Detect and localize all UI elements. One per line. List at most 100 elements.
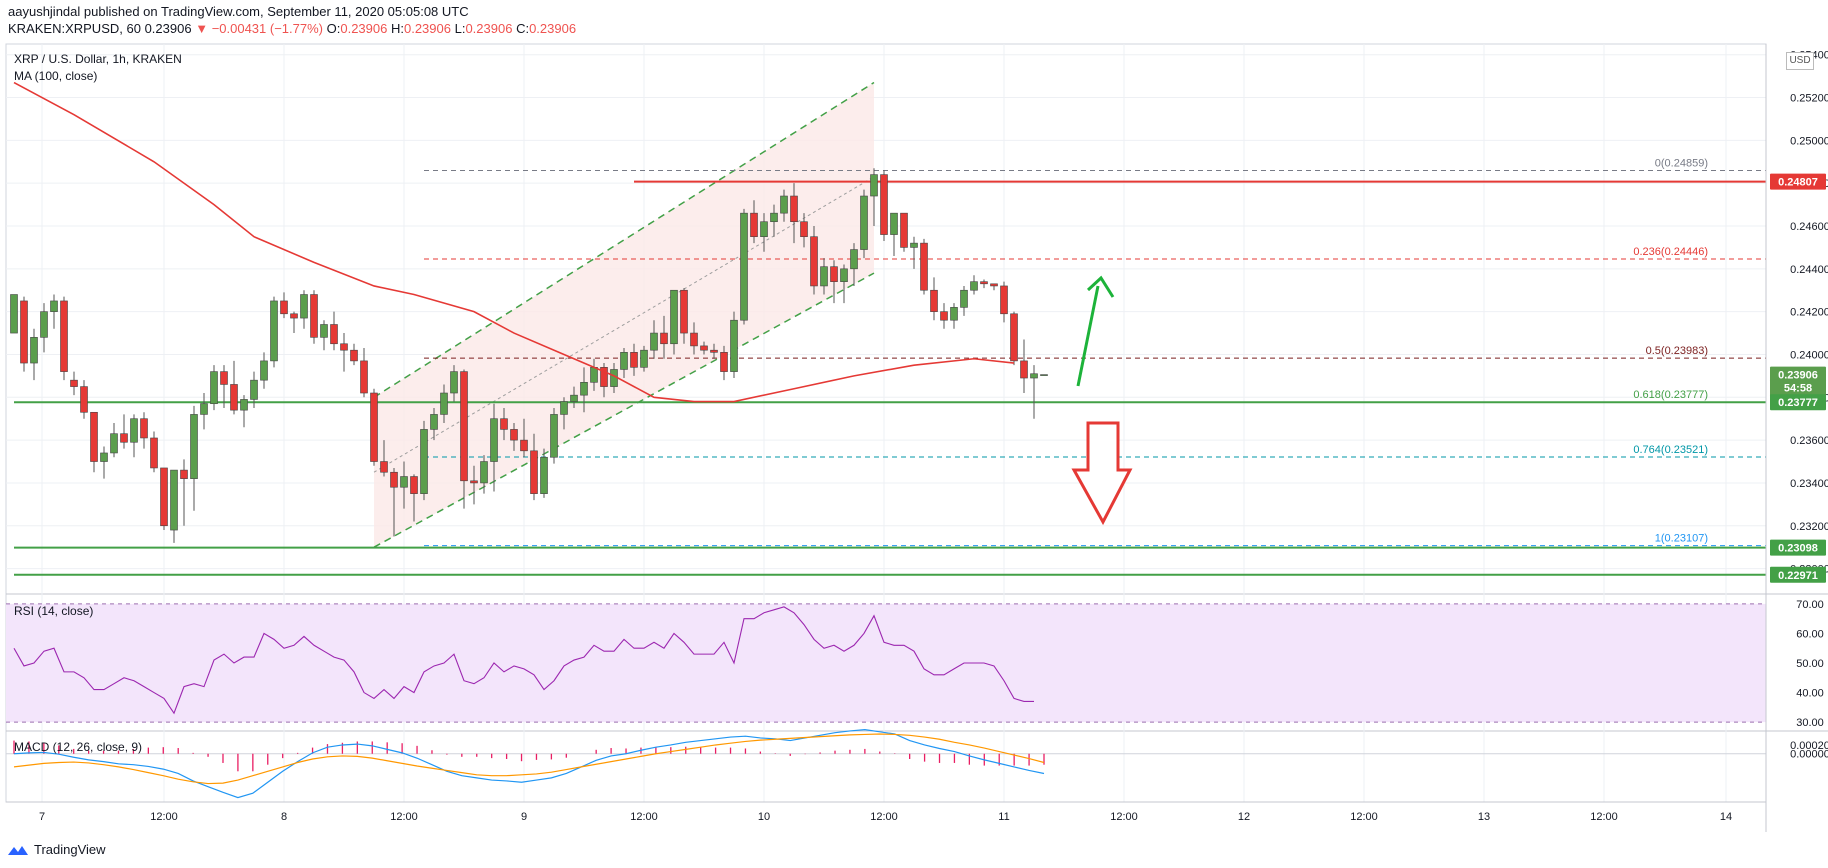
fib-level-label: 0.764(0.23521): [1633, 444, 1708, 456]
candle: [460, 371, 468, 482]
rsi-line: [13, 606, 1034, 715]
candle: [30, 337, 38, 364]
rsi-tick-label: 60.00: [1796, 628, 1824, 640]
price-tick-label: 0.24400: [1790, 264, 1828, 276]
candle: [1000, 285, 1008, 315]
candle: [280, 300, 288, 315]
candle: [100, 452, 108, 462]
candle: [130, 418, 138, 443]
candle: [620, 352, 628, 370]
candle: [800, 221, 808, 238]
candle: [1030, 373, 1038, 379]
candle: [230, 384, 238, 411]
candle: [530, 450, 538, 494]
time-tick-label: 8: [281, 811, 287, 823]
price-tick-label: 0.24200: [1790, 307, 1828, 319]
candle: [390, 471, 398, 488]
candle: [770, 212, 778, 223]
candle: [650, 332, 658, 351]
candle: [740, 212, 748, 321]
candle: [810, 236, 818, 287]
fib-level-label: 0.5(0.23983): [1646, 345, 1708, 357]
candle: [580, 382, 588, 396]
price-tick-label: 0.23400: [1790, 478, 1828, 490]
ma-100-line: [13, 81, 1015, 403]
candle: [870, 174, 878, 197]
low-value: 0.23906: [465, 21, 513, 36]
channel-fill: [374, 82, 874, 548]
candle: [980, 281, 988, 285]
candle: [320, 324, 328, 338]
candle: [60, 300, 68, 372]
candle: [290, 313, 298, 319]
candle: [350, 349, 358, 362]
candle: [440, 392, 448, 415]
candle: [910, 242, 918, 248]
time-tick-label: 12:00: [1350, 811, 1378, 823]
price-tick-label: 0.24000: [1790, 349, 1828, 361]
candle: [950, 307, 958, 321]
candle: [550, 414, 558, 458]
fib-level-label: 0.618(0.23777): [1633, 389, 1708, 401]
time-axis[interactable]: 7 12:00 8 12:00 9 12:00 10 12:00 11 12:00 12 12:00 1…: [6, 801, 1766, 823]
candle: [830, 266, 838, 282]
candle: [300, 294, 308, 319]
fib-level-label: 1(0.23107): [1655, 533, 1708, 545]
price-label-box: [1770, 394, 1826, 411]
rsi-pane[interactable]: [6, 603, 1766, 723]
candle: [700, 345, 708, 351]
candle: [500, 418, 508, 430]
candle: [10, 294, 18, 334]
rsi-tick-label: 70.00: [1796, 599, 1824, 611]
candle: [370, 392, 378, 462]
high-label: H:: [390, 21, 404, 36]
candle: [150, 437, 158, 469]
price-axis[interactable]: 0.254000.252000.250000.248000.246000.244…: [1765, 44, 1828, 832]
fib-trend-line: [373, 176, 875, 473]
candle: [890, 212, 898, 235]
time-tick-label: 14: [1720, 811, 1732, 823]
macd-pane[interactable]: [6, 729, 1766, 799]
price-tick-label: 0.23600: [1790, 435, 1828, 447]
chart-area[interactable]: 0(0.24859) 0.236(0.24446) 0.5(0.23983) 0.61…: [0, 0, 1828, 834]
candle: [90, 411, 98, 462]
candle: [990, 283, 998, 287]
footer-brand[interactable]: TradingView: [6, 842, 106, 857]
price-label-text: 0.23098: [1778, 543, 1818, 555]
candle: [260, 360, 268, 381]
tradingview-logo-icon: [8, 845, 28, 855]
open-label: O:: [326, 21, 341, 36]
candle: [760, 221, 768, 238]
candle: [540, 456, 548, 494]
candle: [50, 300, 58, 312]
price-tick-label: 0.25000: [1790, 135, 1828, 147]
candle: [70, 379, 78, 387]
candle: [640, 349, 648, 368]
time-tick-label: 12:00: [1110, 811, 1138, 823]
candle: [600, 367, 608, 387]
candle: [570, 394, 578, 402]
publisher-username[interactable]: aayushjindal: [8, 4, 81, 19]
rsi-tick-label: 50.00: [1796, 658, 1824, 670]
macd-tick-label: 0.00000: [1790, 749, 1828, 761]
candle: [630, 352, 638, 368]
candle: [680, 289, 688, 334]
candle: [590, 367, 598, 383]
time-tick-label: 12:00: [390, 811, 418, 823]
price-pane[interactable]: 0(0.24859) 0.236(0.24446) 0.5(0.23983) 0.61…: [10, 81, 1767, 576]
candle: [480, 461, 488, 484]
candle: [490, 418, 498, 462]
candle: [360, 360, 368, 394]
candle: [400, 476, 408, 488]
price-label-box: [1770, 379, 1826, 396]
candle: [470, 480, 478, 484]
up-arrow-icon: [1076, 285, 1100, 387]
time-tick-label: 7: [39, 811, 45, 823]
candle: [900, 212, 908, 248]
candle: [750, 212, 758, 238]
legend-ma: MA (100, close): [14, 69, 98, 83]
candle: [420, 429, 428, 494]
candle: [20, 300, 28, 364]
currency-label[interactable]: USD: [1786, 52, 1814, 70]
candle: [410, 476, 418, 494]
